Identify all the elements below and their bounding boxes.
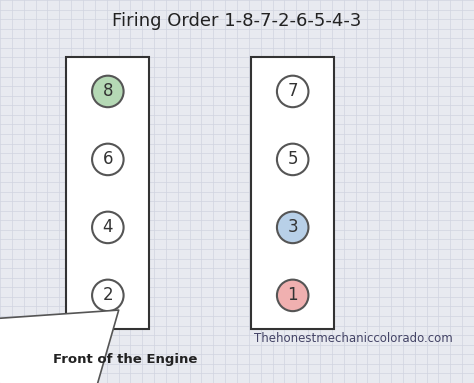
Ellipse shape [92, 76, 124, 107]
Text: 6: 6 [102, 151, 113, 169]
Bar [251, 57, 334, 329]
Ellipse shape [92, 212, 124, 243]
Text: 3: 3 [287, 218, 298, 236]
Text: 4: 4 [102, 218, 113, 236]
Text: 7: 7 [287, 82, 298, 100]
Text: Thehonestmechaniccolorado.com: Thehonestmechaniccolorado.com [254, 332, 452, 345]
Text: Front of the Engine: Front of the Engine [54, 353, 198, 366]
Text: 1: 1 [287, 286, 298, 304]
Ellipse shape [277, 280, 309, 311]
Ellipse shape [92, 280, 124, 311]
Bar [66, 57, 149, 329]
Text: 8: 8 [102, 82, 113, 100]
Text: 2: 2 [102, 286, 113, 304]
Text: 5: 5 [287, 151, 298, 169]
Ellipse shape [277, 144, 309, 175]
Ellipse shape [277, 212, 309, 243]
Ellipse shape [277, 76, 309, 107]
Ellipse shape [92, 144, 124, 175]
Text: Firing Order 1-8-7-2-6-5-4-3: Firing Order 1-8-7-2-6-5-4-3 [112, 12, 362, 30]
